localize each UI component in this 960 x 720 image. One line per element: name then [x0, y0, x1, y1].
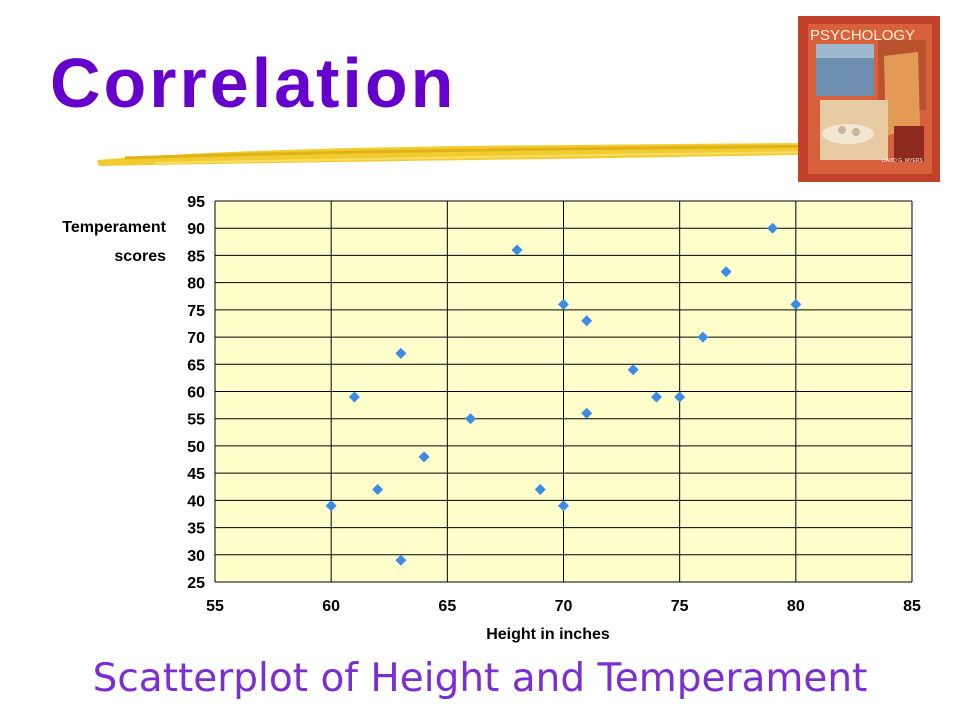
- x-tick-label: 70: [555, 598, 573, 615]
- book-cover-author: DAVID G. MYERS: [882, 158, 923, 164]
- scatter-point: [790, 298, 802, 310]
- x-tick-label: 85: [903, 598, 921, 615]
- x-tick-label: 60: [322, 598, 340, 615]
- scatter-point: [581, 315, 593, 327]
- data-points: [325, 222, 802, 566]
- y-tick-label: 25: [187, 575, 205, 592]
- y-tick-label: 45: [187, 466, 205, 483]
- y-tick-label: 30: [187, 548, 205, 565]
- y-tick-label: 80: [187, 276, 205, 293]
- scatter-point: [558, 500, 569, 512]
- y-axis-label-line-2: scores: [114, 248, 166, 265]
- scatter-point: [627, 364, 639, 376]
- y-tick-label: 85: [187, 248, 205, 265]
- scatter-point: [511, 244, 523, 256]
- y-tick-label: 35: [187, 521, 205, 538]
- y-tick-label: 60: [187, 385, 205, 402]
- y-tick-labels: 25 30 35 40 45 50 55 60 65 70 75 80 85 90 95: [187, 194, 205, 592]
- y-axis-label-line-1: Temperament: [62, 219, 166, 236]
- scatter-point: [325, 500, 337, 512]
- x-tick-label: 65: [438, 598, 456, 615]
- scatter-point: [674, 391, 686, 403]
- slide-title: Correlation: [50, 44, 457, 122]
- x-tick-labels: 55 60 65 70 75 80 85: [206, 598, 921, 615]
- x-tick-label: 80: [787, 598, 805, 615]
- x-tick-label: 55: [206, 598, 224, 615]
- x-tick-label: 75: [671, 598, 689, 615]
- y-tick-label: 50: [187, 439, 205, 456]
- scatter-point: [465, 413, 477, 425]
- scatter-point: [395, 347, 407, 359]
- slide-caption: Scatterplot of Height and Temperament: [92, 656, 868, 701]
- scatter-point: [581, 407, 593, 419]
- scatter-point: [348, 391, 360, 403]
- book-cover-image: PSYCHOLOGY DAVID G. MYERS: [798, 16, 940, 182]
- y-tick-label: 90: [187, 221, 205, 238]
- scatter-point: [558, 298, 569, 310]
- scatter-point: [372, 483, 384, 495]
- y-tick-label: 40: [187, 493, 205, 510]
- brush-stroke-underline: [97, 143, 853, 166]
- scatter-point: [395, 554, 407, 566]
- x-axis-label: Height in inches: [486, 626, 610, 643]
- y-tick-label: 75: [187, 303, 205, 320]
- scatter-point: [418, 451, 430, 463]
- book-cover-title: PSYCHOLOGY: [810, 27, 915, 44]
- scatter-point: [767, 222, 779, 234]
- scatter-point: [650, 391, 662, 403]
- y-tick-label: 70: [187, 330, 205, 347]
- y-tick-label: 55: [187, 412, 205, 429]
- scatter-point: [534, 483, 546, 495]
- scatter-point: [720, 266, 732, 278]
- y-tick-label: 65: [187, 357, 205, 374]
- y-tick-label: 95: [187, 194, 205, 211]
- scatter-point: [697, 331, 709, 343]
